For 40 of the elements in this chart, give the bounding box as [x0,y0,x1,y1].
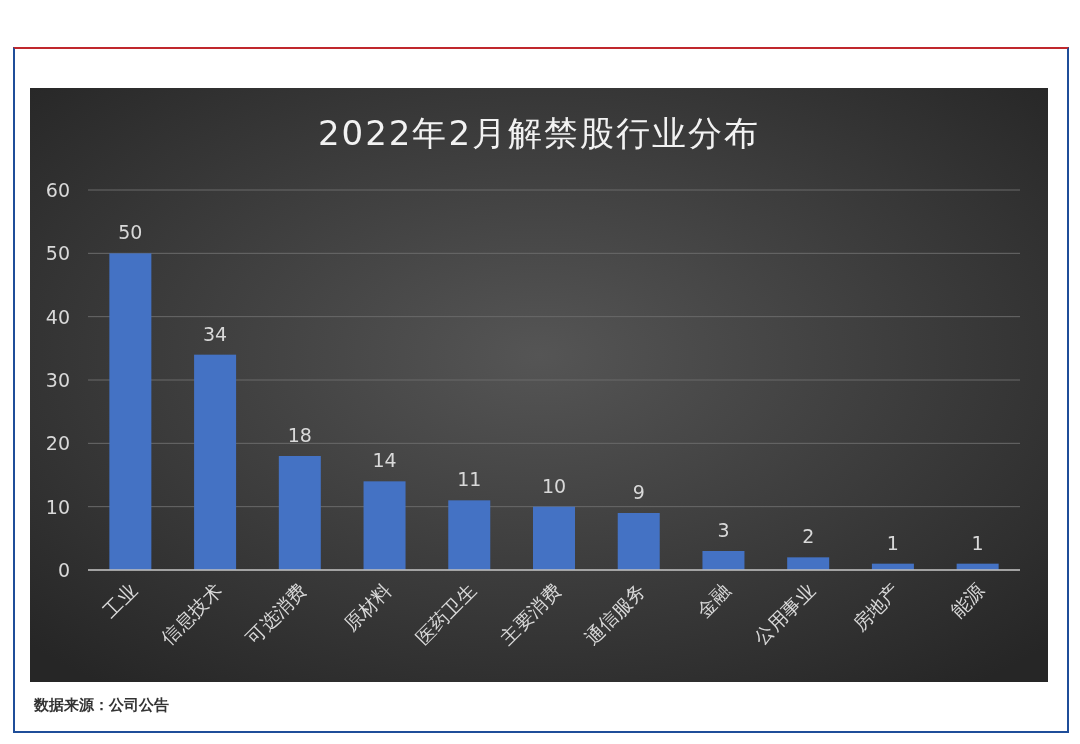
data-label: 34 [203,322,228,345]
source-note: 数据来源：公司公告 [33,696,169,714]
data-label: 1 [886,531,899,554]
x-tick-label: 公用事业 [749,579,820,649]
chart-title: 2022年2月解禁股行业分布 [317,113,761,153]
data-label: 9 [632,481,645,503]
data-label: 10 [541,474,567,497]
x-tick-label: 金融 [691,579,735,622]
bar [194,354,237,570]
data-label: 1 [971,531,984,554]
bar [702,551,745,570]
bar [448,500,491,570]
y-tick-label: 10 [45,495,70,518]
y-tick-label: 50 [45,242,70,265]
x-tick-label: 医药卫生 [410,579,481,649]
x-tick-label: 可选消费 [241,579,311,649]
data-label: 3 [717,519,730,541]
x-tick-label: 房地产 [847,579,904,636]
y-tick-label: 40 [45,305,70,328]
bar [363,481,406,570]
data-label: 18 [287,424,312,446]
x-tick-label: 原材料 [339,579,396,636]
bar [109,253,152,570]
y-tick-label: 0 [57,559,70,581]
bar [533,506,575,570]
x-tick-label: 主要消费 [495,579,565,649]
x-tick-label: 信息技术 [156,579,226,649]
y-tick-label: 60 [45,179,70,201]
data-label: 11 [457,468,482,491]
data-label: 14 [372,449,397,472]
bar [617,513,660,570]
bar [787,557,830,570]
bar [278,456,321,570]
data-label: 50 [118,221,143,244]
x-tick-label: 通信服务 [580,579,650,649]
x-tick-label: 工业 [98,579,142,622]
y-tick-label: 20 [45,432,70,455]
x-tick-label: 能源 [946,579,989,622]
y-tick-label: 30 [45,369,70,391]
data-label: 2 [802,525,815,548]
